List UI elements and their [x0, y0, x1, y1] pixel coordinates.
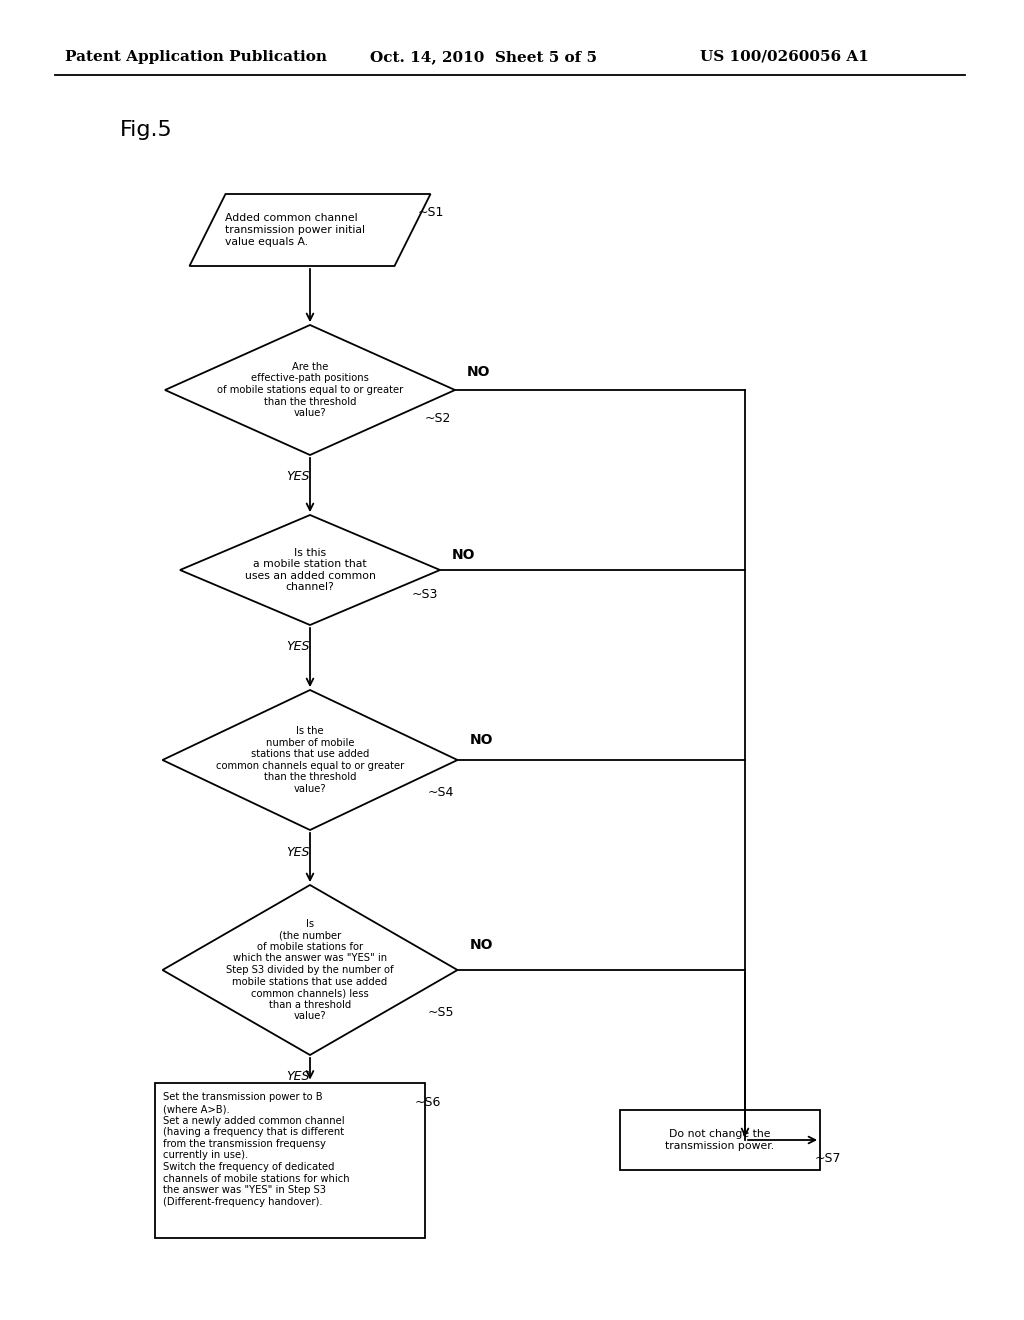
Text: YES: YES	[287, 470, 309, 483]
Text: Oct. 14, 2010  Sheet 5 of 5: Oct. 14, 2010 Sheet 5 of 5	[370, 50, 597, 63]
Text: ~S2: ~S2	[425, 412, 452, 425]
Bar	[620, 1110, 820, 1170]
Text: NO: NO	[467, 366, 490, 379]
Text: ~S3: ~S3	[412, 589, 438, 602]
Text: US 100/0260056 A1: US 100/0260056 A1	[700, 50, 869, 63]
Text: ~S4: ~S4	[427, 785, 454, 799]
Text: YES: YES	[287, 640, 309, 653]
Text: ~S5: ~S5	[427, 1006, 454, 1019]
Bar	[155, 1082, 425, 1238]
Text: Fig.5: Fig.5	[120, 120, 173, 140]
Text: Is the
number of mobile
stations that use added
common channels equal to or grea: Is the number of mobile stations that us…	[216, 726, 404, 795]
Text: NO: NO	[469, 939, 493, 952]
Text: YES: YES	[287, 1071, 309, 1084]
Text: Added common channel
transmission power initial
value equals A.: Added common channel transmission power …	[225, 214, 365, 247]
Text: ~S1: ~S1	[418, 206, 443, 219]
Text: Is
(the number
of mobile stations for
which the answer was "YES" in
Step S3 divi: Is (the number of mobile stations for wh…	[226, 919, 394, 1022]
Text: YES: YES	[287, 846, 309, 858]
Text: ~S7: ~S7	[815, 1151, 842, 1164]
Text: Set the transmission power to B
(where A>B).
Set a newly added common channel
(h: Set the transmission power to B (where A…	[163, 1093, 349, 1206]
Text: NO: NO	[452, 548, 475, 562]
Text: Patent Application Publication: Patent Application Publication	[65, 50, 327, 63]
Text: Do not change the
transmission power.: Do not change the transmission power.	[666, 1129, 774, 1151]
Text: ~S6: ~S6	[415, 1096, 441, 1109]
Text: Are the
effective-path positions
of mobile stations equal to or greater
than the: Are the effective-path positions of mobi…	[217, 362, 403, 418]
Text: NO: NO	[469, 733, 493, 747]
Text: Is this
a mobile station that
uses an added common
channel?: Is this a mobile station that uses an ad…	[245, 548, 376, 593]
